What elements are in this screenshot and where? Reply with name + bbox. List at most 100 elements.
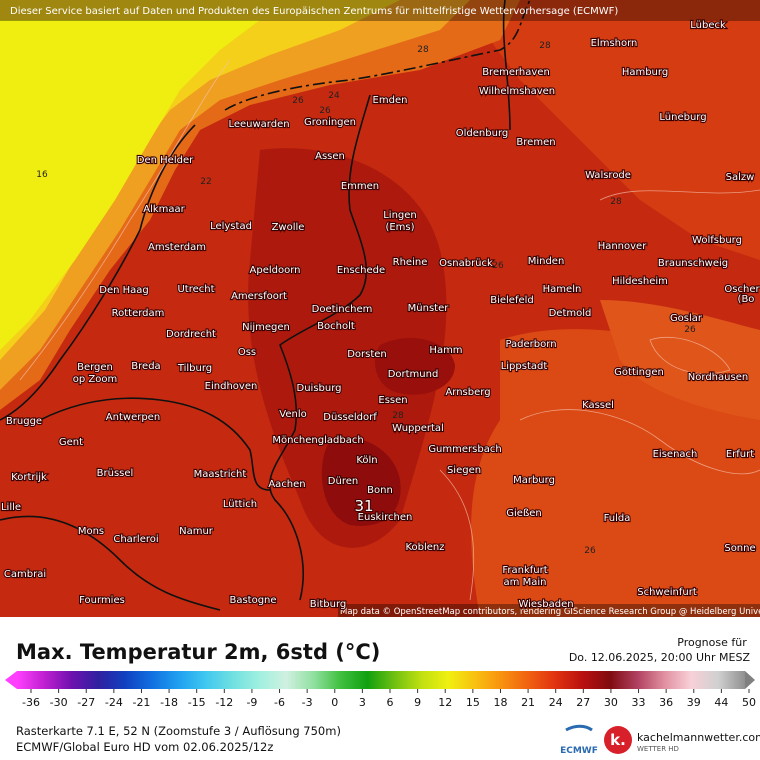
kachelmann-icon-letter: k. xyxy=(610,731,626,749)
colorbar-tick-label: 15 xyxy=(466,696,480,709)
colorbar-arrow-high xyxy=(745,671,755,689)
city-label: Lippstadt xyxy=(501,361,548,372)
colorbar-tick-label: -36 xyxy=(22,696,40,709)
city-label: (Ems) xyxy=(385,222,414,233)
colorbar-tick-label: -24 xyxy=(105,696,123,709)
colorbar-tick-label: 6 xyxy=(387,696,394,709)
city-label: Kassel xyxy=(582,400,614,411)
border-nl-de xyxy=(269,94,371,601)
borders xyxy=(0,0,531,611)
colorbar-tick-label: -21 xyxy=(132,696,150,709)
weather-map: Dieser Service basiert auf Daten und Pro… xyxy=(0,0,760,617)
city-label: Elmshorn xyxy=(591,38,638,49)
coastline-islands xyxy=(224,0,531,111)
city-label: Mons xyxy=(78,526,104,537)
kachelmann-logo: kachelmannwetter.com xyxy=(637,731,760,744)
river xyxy=(502,0,511,131)
city-label: Marburg xyxy=(513,475,555,486)
city-label: Namur xyxy=(179,526,214,537)
colorbar-tick-label: 30 xyxy=(604,696,618,709)
contour-label: 26 xyxy=(492,261,504,271)
city-label: Düsseldorf xyxy=(323,412,377,423)
colorbar-tick-label: 24 xyxy=(549,696,563,709)
city-label: (Bo xyxy=(738,294,755,305)
city-label: Minden xyxy=(528,256,565,267)
city-label: Alkmaar xyxy=(143,204,185,215)
contour-labels: 16 22 24 26 28 28 26 26 26 28 28 26 xyxy=(36,41,696,556)
header-bar xyxy=(0,0,760,21)
city-label: Wilhelmshaven xyxy=(479,86,555,97)
max-label: 31 xyxy=(354,497,373,515)
city-label: Osnabrück xyxy=(439,258,493,269)
contour-label: 28 xyxy=(392,411,404,421)
colorbar-tick-label: 50 xyxy=(742,696,756,709)
city-label: Den Haag xyxy=(99,285,149,296)
colorbar-tick-label: 12 xyxy=(438,696,452,709)
city-label: Lille xyxy=(1,502,21,513)
city-label: Arnsberg xyxy=(445,387,490,398)
city-label: Siegen xyxy=(447,465,481,476)
city-label: Fourmies xyxy=(79,595,125,606)
city-label: Wiesbaden xyxy=(518,599,573,610)
contour-label: 16 xyxy=(36,170,48,180)
colorbar-tick-label: -30 xyxy=(50,696,68,709)
colorbar-tick-label: 27 xyxy=(576,696,590,709)
legend-title: Max. Temperatur 2m, 6std (°C) xyxy=(16,640,380,664)
hot-core xyxy=(375,337,455,395)
city-label: Göttingen xyxy=(614,367,664,378)
contour-label: 28 xyxy=(539,41,551,51)
warm-region xyxy=(470,0,760,260)
contour-label: 26 xyxy=(584,546,596,556)
contour-label: 28 xyxy=(417,45,429,55)
city-label: Walsrode xyxy=(585,170,631,181)
attribution: Map data © OpenStreetMap contributors, r… xyxy=(340,607,760,617)
city-label: Eindhoven xyxy=(205,381,258,392)
city-label: Bremen xyxy=(516,137,555,148)
colorbar-tick-label: 33 xyxy=(632,696,646,709)
legend: Max. Temperatur 2m, 6std (°C) Prognose f… xyxy=(5,636,760,756)
warm-region xyxy=(600,300,760,420)
city-label: Dorsten xyxy=(347,349,387,360)
ecmwf-icon xyxy=(565,724,593,732)
city-label: Bitburg xyxy=(310,599,347,610)
city-label: Rotterdam xyxy=(112,308,165,319)
city-label: Hamburg xyxy=(622,67,668,78)
kachelmann-icon xyxy=(604,726,632,754)
city-label: Kortrijk xyxy=(11,472,47,483)
city-label: Köln xyxy=(356,455,377,466)
city-label: Hannover xyxy=(598,241,648,252)
contour-label: 28 xyxy=(610,197,622,207)
forecast-time: Do. 12.06.2025, 20:00 Uhr MESZ xyxy=(569,651,751,664)
city-label: Lelystad xyxy=(210,221,252,232)
city-label: Gent xyxy=(59,437,83,448)
city-label: Bastogne xyxy=(229,595,276,606)
contour-label: 26 xyxy=(292,96,304,106)
city-label: Aachen xyxy=(268,479,305,490)
city-label: Dortmund xyxy=(388,369,439,380)
colorbar-tick-label: -12 xyxy=(215,696,233,709)
colorbar-tick-label: -9 xyxy=(246,696,257,709)
city-label: Koblenz xyxy=(405,542,444,553)
city-label: Tilburg xyxy=(177,363,212,374)
wetter-hd-logo: WETTER HD xyxy=(637,745,679,753)
city-label: Goslar xyxy=(670,313,703,324)
city-label: Euskirchen xyxy=(358,512,413,523)
city-label: Lübeck xyxy=(690,20,726,31)
hottest-region xyxy=(321,437,401,526)
city-label: Bielefeld xyxy=(490,295,534,306)
city-label: Emmen xyxy=(341,181,379,192)
contour-label: 26 xyxy=(684,325,696,335)
city-label: Wuppertal xyxy=(392,423,444,434)
colorbar-tick-label: 21 xyxy=(521,696,535,709)
city-label: Antwerpen xyxy=(106,412,160,423)
city-label: Münster xyxy=(408,303,450,314)
city-label: Oldenburg xyxy=(456,128,508,139)
city-label: Zwolle xyxy=(272,222,305,233)
city-label: Frankfurt xyxy=(502,565,547,576)
city-label: Utrecht xyxy=(177,284,214,295)
city-label: Gießen xyxy=(506,508,541,519)
colorbar-tick-label: -27 xyxy=(77,696,95,709)
city-label: Nordhausen xyxy=(688,372,748,383)
city-label: Hameln xyxy=(543,284,582,295)
